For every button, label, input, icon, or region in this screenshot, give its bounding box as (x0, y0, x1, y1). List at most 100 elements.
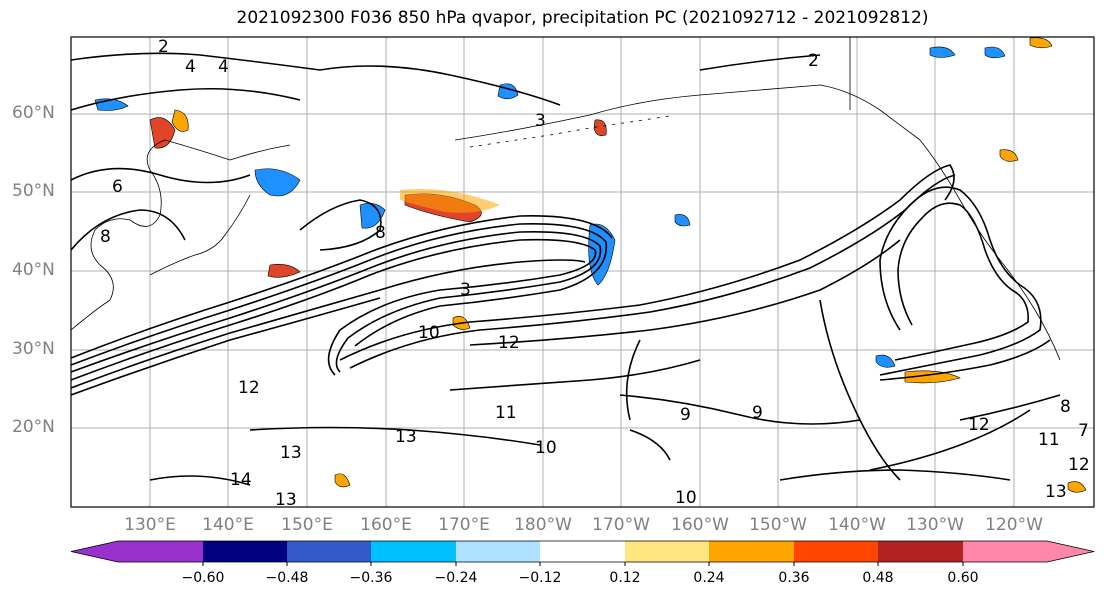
colorbar-tick-label: −0.24 (434, 570, 478, 586)
longitude-label: 170°W (592, 515, 650, 535)
shade-patch (904, 370, 961, 384)
colorbar-tick-label: −0.12 (518, 570, 562, 586)
contour-label: 13 (395, 427, 417, 447)
shade-patch (674, 214, 691, 227)
contour-line (71, 230, 602, 373)
contour-label: 10 (675, 488, 697, 508)
colorbar-segment (963, 541, 1094, 562)
shade-patch (1029, 37, 1053, 49)
contour-label: 8 (100, 227, 111, 247)
shade-patch (149, 117, 176, 149)
contour-line (699, 54, 821, 71)
colorbar-tick-label: 0.60 (947, 570, 979, 586)
colorbar-segment (878, 541, 963, 562)
coastline-asia (71, 139, 291, 331)
colorbar-segment (540, 541, 625, 562)
longitude-label: 160°W (671, 515, 729, 535)
colorbar-tick-label: 0.12 (609, 570, 641, 586)
contour-label: 3 (535, 111, 546, 131)
colorbar-tick-label: 0.48 (862, 570, 894, 586)
coastline-japan (149, 194, 251, 276)
shade-patch (334, 473, 351, 488)
contour-line (959, 394, 1061, 421)
contour-line (71, 223, 608, 366)
colorbar-outline (70, 540, 1095, 563)
colorbar-tick-label: 0.24 (693, 570, 725, 586)
contour-label: 6 (112, 177, 123, 197)
contour-line (71, 167, 251, 184)
latitude-label: 50°N (12, 181, 55, 201)
colorbar-segment (456, 541, 540, 562)
contour-label: 12 (1068, 455, 1090, 475)
contour-label: 9 (752, 403, 763, 423)
contour-label: 4 (218, 57, 229, 77)
contour-label: 8 (1060, 397, 1071, 417)
longitude-label: 150°W (749, 515, 807, 535)
colorbar-segment (709, 541, 794, 562)
contour-label: 4 (185, 57, 196, 77)
shade-patch (254, 168, 301, 197)
contour-label: 13 (1045, 482, 1067, 502)
contour-line (869, 409, 1031, 471)
contour-line (339, 164, 955, 361)
longitude-label: 180°W (514, 515, 572, 535)
colorbar-segment (203, 541, 287, 562)
contour-label: 8 (375, 223, 386, 243)
longitude-label: 150°E (281, 515, 333, 535)
longitude-label: 130°E (124, 515, 176, 535)
contour-label: 9 (680, 405, 691, 425)
longitude-label: 170°E (438, 515, 490, 535)
contour-line (71, 52, 321, 71)
contour-label: 11 (1038, 430, 1060, 450)
colorbar-tick-label: −0.48 (265, 570, 309, 586)
contour-line (71, 238, 597, 381)
contour-line (299, 199, 382, 251)
contour-line (71, 259, 586, 389)
contour-line (779, 469, 1011, 481)
contour-label: 12 (238, 378, 260, 398)
colorbar-tick-label: −0.60 (181, 570, 225, 586)
contour-label: 13 (275, 490, 297, 510)
contour-label: 2 (808, 51, 819, 71)
shade-patch (593, 119, 607, 136)
contour-line (879, 186, 1042, 376)
contour-line (619, 394, 861, 425)
longitude-label: 160°E (360, 515, 412, 535)
colorbar-segment (371, 541, 456, 562)
contour-label: 10 (418, 323, 440, 343)
aleutian-chain (469, 115, 671, 148)
contour-line (894, 202, 1029, 361)
longitude-label: 140°W (828, 515, 886, 535)
contour-line (625, 339, 641, 421)
shade-patch (999, 149, 1019, 162)
contour-line (469, 239, 901, 346)
longitude-label: 130°W (906, 515, 964, 535)
shade-patch (929, 46, 956, 58)
contour-line (149, 475, 251, 486)
colorbar-tick-label: 0.36 (778, 570, 810, 586)
colorbar-segment (794, 541, 878, 562)
map-frame (70, 36, 1095, 508)
contour-line (71, 87, 301, 111)
contour-line (629, 429, 671, 461)
contour-line (319, 65, 561, 106)
coastline-alaska (454, 84, 921, 141)
contour-label: 11 (495, 403, 517, 423)
qvapor-contours (71, 52, 1061, 486)
latitude-label: 30°N (12, 339, 55, 359)
latitude-label: 60°N (12, 103, 55, 123)
shade-patch (267, 264, 301, 278)
colorbar-segment (625, 541, 709, 562)
colorbar-segment (71, 541, 203, 562)
contour-label: 7 (1078, 421, 1089, 441)
colorbar-tick-label: −0.36 (349, 570, 393, 586)
longitude-label: 140°E (202, 515, 254, 535)
shade-patch (171, 109, 189, 132)
map-title: 2021092300 F036 850 hPa qvapor, precipit… (236, 8, 929, 28)
contour-label: 2 (158, 37, 169, 57)
latitude-label: 20°N (12, 417, 55, 437)
contour-line (449, 359, 701, 391)
